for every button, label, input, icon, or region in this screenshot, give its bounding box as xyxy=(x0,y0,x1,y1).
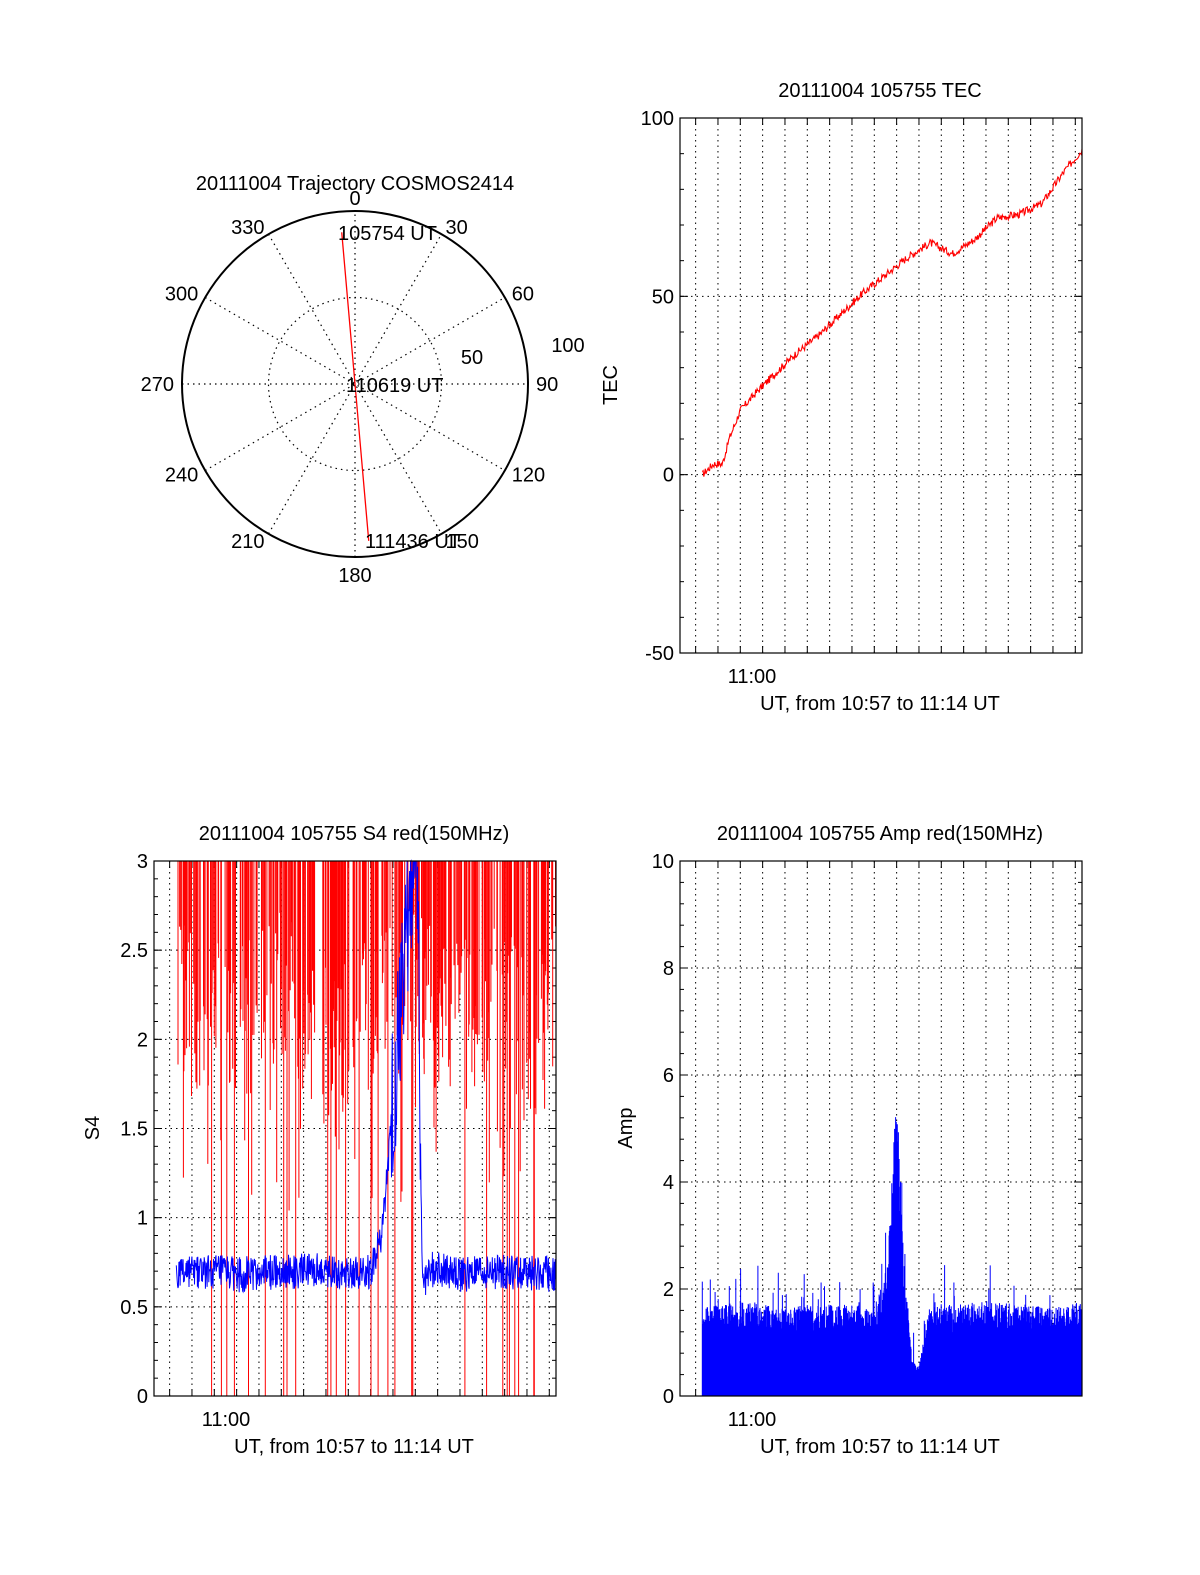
polar-angle-label-150: 150 xyxy=(446,531,479,553)
s4-x-tick-1100: 11:00 xyxy=(202,1409,251,1431)
tec-ytick-label: -50 xyxy=(645,643,674,665)
tec-ytick-label: 100 xyxy=(641,108,674,130)
polar-angle-label-30: 30 xyxy=(446,217,468,239)
amp-ytick-label: 10 xyxy=(652,851,674,873)
s4-plot-area: 0 0.5 1 1.5 2 2.5 3 xyxy=(120,851,557,1408)
tec-plot-area: -50 0 50 100 xyxy=(641,108,1083,665)
s4-title: 20111004 105755 S4 red(150MHz) xyxy=(199,823,510,845)
polar-angle-label-0: 0 xyxy=(349,188,360,210)
polar-angle-label-180: 180 xyxy=(338,565,371,587)
polar-angle-label-330: 330 xyxy=(231,217,264,239)
polar-angle-label-300: 300 xyxy=(165,284,198,306)
s4-ytick-label: 2 xyxy=(137,1029,148,1051)
polar-angle-label-120: 120 xyxy=(512,465,545,487)
s4-red-series xyxy=(177,861,557,1396)
tec-series-line xyxy=(701,148,1083,477)
polar-radius-label-100: 100 xyxy=(551,335,584,357)
amp-x-tick-1100: 11:00 xyxy=(728,1409,777,1431)
trajectory-line xyxy=(341,232,370,541)
s4-ytick-label: 2.5 xyxy=(120,940,148,962)
amp-blue-series xyxy=(701,1117,1083,1396)
s4-blue-series xyxy=(175,859,557,1296)
s4-ytick-label: 0.5 xyxy=(120,1297,148,1319)
tec-panel: 20111004 105755 TEC -50 0 50 100 11:00 UT, … xyxy=(600,80,1083,715)
polar-grid xyxy=(181,210,529,558)
tec-ylabel: TEC xyxy=(600,365,622,405)
trajectory-mid-label: 110619 UT xyxy=(346,375,443,397)
trajectory-track xyxy=(341,232,370,541)
s4-ytick-label: 1 xyxy=(137,1208,148,1230)
trajectory-end-label: 111436 UT xyxy=(365,531,461,553)
amp-panel: 20111004 105755 Amp red(150MHz) 0246810 … xyxy=(615,823,1083,1458)
polar-angle-labels: 0 30 60 90 120 150 180 210 240 270 300 330 xyxy=(141,188,559,587)
polar-radius-label-50: 50 xyxy=(461,347,483,369)
amp-xlabel: UT, from 10:57 to 11:14 UT xyxy=(760,1436,1000,1458)
polar-angle-label-60: 60 xyxy=(512,284,534,306)
s4-ytick-label: 1.5 xyxy=(120,1119,148,1141)
tec-title: 20111004 105755 TEC xyxy=(778,80,982,102)
s4-xlabel: UT, from 10:57 to 11:14 UT xyxy=(234,1436,474,1458)
trajectory-panel: 20111004 Trajectory COSMOS2414 0 30 60 90 12… xyxy=(141,173,585,587)
amp-frame xyxy=(679,860,1083,1397)
tec-ytick-label: 0 xyxy=(663,465,674,487)
tec-ytick-label: 50 xyxy=(652,286,674,308)
trajectory-title: 20111004 Trajectory COSMOS2414 xyxy=(196,173,514,195)
amp-ytick-label: 8 xyxy=(663,958,674,980)
s4-ytick-label: 3 xyxy=(137,851,148,873)
s4-ytick-label: 0 xyxy=(137,1386,148,1408)
tec-xlabel: UT, from 10:57 to 11:14 UT xyxy=(760,693,1000,715)
amp-ytick-label: 4 xyxy=(663,1172,674,1194)
polar-angle-label-90: 90 xyxy=(536,374,558,396)
tec-x-tick-1100: 11:00 xyxy=(728,666,777,688)
polar-angle-label-240: 240 xyxy=(165,465,198,487)
amp-ytick-label: 2 xyxy=(663,1279,674,1301)
amp-ylabel: Amp xyxy=(615,1107,637,1148)
tec-frame xyxy=(679,117,1083,654)
s4-frame xyxy=(153,860,557,1397)
amp-ytick-label: 0 xyxy=(663,1386,674,1408)
amp-ytick-label: 6 xyxy=(663,1065,674,1087)
trajectory-start-label: 105754 UT xyxy=(338,223,437,245)
polar-angle-label-270: 270 xyxy=(141,374,174,396)
s4-ylabel: S4 xyxy=(82,1116,104,1140)
amp-plot-area: 0 2 4 6 8 10 xyxy=(652,851,1083,1408)
amp-title: 20111004 105755 Amp red(150MHz) xyxy=(717,823,1043,845)
s4-panel: 20111004 105755 S4 red(150MHz) 0 0.5 1 1.5 2… xyxy=(82,823,557,1458)
polar-angle-label-210: 210 xyxy=(231,531,264,553)
